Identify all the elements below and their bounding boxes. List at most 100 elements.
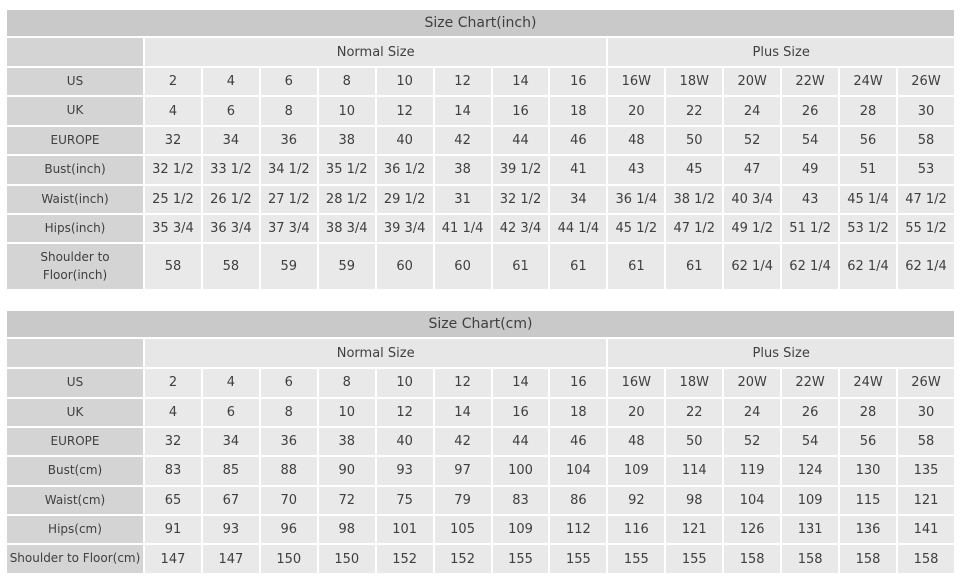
size-value-cell: 152 [434,545,491,573]
size-value-cell: 93 [202,516,259,544]
row-label: Shoulder to Floor(inch) [7,244,143,290]
row-label: EUROPE [7,126,143,155]
size-value-cell: 31 [434,185,491,213]
size-value-cell: 53 1/2 [840,214,896,243]
size-value-cell: 27 1/2 [260,185,317,213]
size-value-cell: 18 [550,97,607,125]
size-value-cell: 26 [782,97,839,125]
table-title: Size Chart(inch) [7,10,954,36]
size-value-cell: 52 [724,126,781,155]
size-value-cell: 58 [897,126,954,155]
size-value-cell: 12 [376,398,433,426]
size-value-cell: 119 [724,457,781,485]
size-value-cell: 42 3/4 [492,214,549,243]
table-row: Waist(inch) 25 1/2 26 1/2 27 1/2 28 1/2 29 1/… [7,185,954,213]
size-value-cell: 8 [318,369,375,397]
size-value-cell: 45 1/4 [840,185,896,213]
size-value-cell: 51 1/2 [782,214,839,243]
table-row: US 2 4 6 8 10 12 14 16 16W 18W 20W 22W 24W 26W [7,68,954,96]
size-value-cell: 40 3/4 [724,185,781,213]
size-value-cell: 16 [550,68,607,96]
size-value-cell: 39 3/4 [376,214,433,243]
size-value-cell: 6 [202,398,259,426]
table-row: EUROPE 32 34 36 38 40 42 44 46 48 50 52 54 56 58 [7,126,954,155]
size-value-cell: 158 [782,545,839,573]
row-label: US [7,369,143,397]
size-value-cell: 124 [782,457,839,485]
size-value-cell: 12 [376,97,433,125]
size-value-cell: 52 [724,427,781,456]
size-chart-inch-table: Size Chart(inch) Normal Size Plus Size US 2 4… [5,8,956,291]
size-value-cell: 114 [666,457,723,485]
size-value-cell: 36 [260,126,317,155]
size-value-cell: 20W [724,369,781,397]
table-row: Bust(cm) 83 85 88 90 93 97 100 104 109 114 119 124 13… [7,457,954,485]
size-value-cell: 83 [145,457,201,485]
size-value-cell: 54 [782,126,839,155]
size-value-cell: 61 [550,244,607,290]
size-value-cell: 98 [666,486,723,515]
size-value-cell: 91 [145,516,201,544]
size-value-cell: 59 [260,244,317,290]
size-value-cell: 135 [897,457,954,485]
size-value-cell: 46 [550,427,607,456]
size-value-cell: 24W [840,68,896,96]
size-value-cell: 33 1/2 [202,156,259,184]
size-value-cell: 61 [666,244,723,290]
size-value-cell: 97 [434,457,491,485]
size-value-cell: 109 [608,457,665,485]
row-label: Bust(inch) [7,156,143,184]
size-value-cell: 20 [608,398,665,426]
size-value-cell: 36 1/4 [608,185,665,213]
size-value-cell: 26W [897,369,954,397]
size-value-cell: 101 [376,516,433,544]
size-value-cell: 53 [897,156,954,184]
size-value-cell: 109 [492,516,549,544]
size-value-cell: 44 [492,126,549,155]
size-value-cell: 8 [260,398,317,426]
size-value-cell: 38 1/2 [666,185,723,213]
size-value-cell: 136 [840,516,896,544]
size-value-cell: 112 [550,516,607,544]
size-value-cell: 16W [608,68,665,96]
size-value-cell: 42 [434,126,491,155]
table-row: Hips(inch) 35 3/4 36 3/4 37 3/4 38 3/4 39 3/4… [7,214,954,243]
size-value-cell: 34 1/2 [260,156,317,184]
size-value-cell: 62 1/4 [724,244,781,290]
size-chart-cm-table: Size Chart(cm) Normal Size Plus Size US 2 4 6 8… [5,309,956,575]
size-value-cell: 59 [318,244,375,290]
size-value-cell: 2 [145,369,201,397]
size-value-cell: 20W [724,68,781,96]
size-value-cell: 158 [840,545,896,573]
size-value-cell: 104 [550,457,607,485]
size-value-cell: 42 [434,427,491,456]
size-value-cell: 48 [608,126,665,155]
size-value-cell: 70 [260,486,317,515]
size-value-cell: 47 1/2 [666,214,723,243]
size-value-cell: 4 [202,369,259,397]
size-value-cell: 37 3/4 [260,214,317,243]
size-value-cell: 115 [840,486,896,515]
size-value-cell: 38 3/4 [318,214,375,243]
size-value-cell: 61 [608,244,665,290]
size-value-cell: 28 [840,97,896,125]
size-value-cell: 16 [492,398,549,426]
size-value-cell: 34 [550,185,607,213]
size-value-cell: 152 [376,545,433,573]
size-value-cell: 40 [376,126,433,155]
size-value-cell: 65 [145,486,201,515]
size-value-cell: 36 1/2 [376,156,433,184]
size-value-cell: 46 [550,126,607,155]
size-value-cell: 121 [897,486,954,515]
size-value-cell: 150 [318,545,375,573]
size-value-cell: 4 [145,97,201,125]
size-value-cell: 36 [260,427,317,456]
size-value-cell: 83 [492,486,549,515]
size-value-cell: 67 [202,486,259,515]
table-row: Hips(cm) 91 93 96 98 101 105 109 112 116 121 126 131… [7,516,954,544]
size-value-cell: 10 [376,68,433,96]
size-value-cell: 86 [550,486,607,515]
size-value-cell: 24W [840,369,896,397]
size-value-cell: 79 [434,486,491,515]
corner-cell [7,38,143,66]
